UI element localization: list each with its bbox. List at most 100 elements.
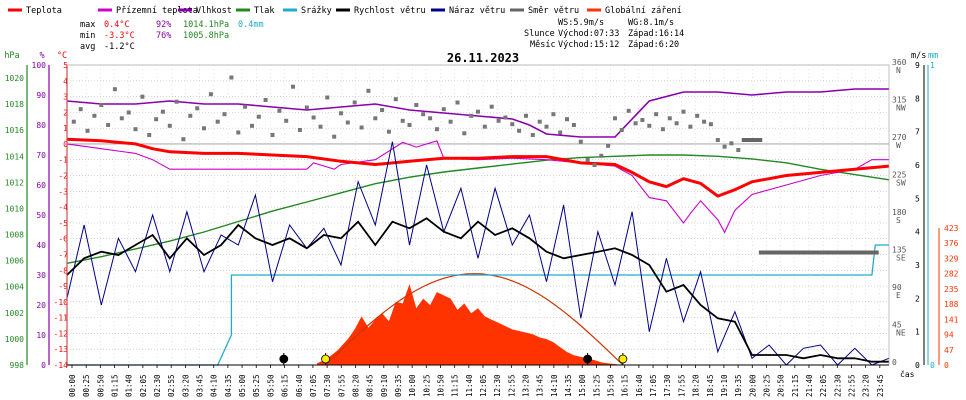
dir-point-36 [318,124,323,129]
dir-point-0 [71,119,76,124]
x-tick-13: 05:25 [252,374,261,397]
pct-tick-7: 30 [36,271,46,280]
x-tick-5: 02:05 [139,374,148,397]
x-axis: 00:00 00:25 00:50 01:15 01:40 02:05 02:30 02:55… [67,364,915,397]
dir-point-47 [393,97,398,102]
x-tick-21: 08:45 [366,374,375,397]
x-tick-15: 06:15 [281,374,290,397]
dir-point-27 [256,114,261,119]
legend-label-rain: Srážky [301,6,332,16]
x-tick-32: 13:20 [522,374,531,397]
x-tick-34: 14:10 [550,374,559,397]
legend-label-wind: Rychlost větru [354,6,426,16]
dir-point-51 [421,112,426,117]
hpa-tick-6: 1008 [5,231,24,240]
degc-tick-10: -5 [58,219,68,228]
dir-tick-7: 45 [892,321,902,330]
ms-tick-3: 6 [915,161,920,170]
stats-box: max 0.4°C 92% 1014.1hPa 0.4mm min -3.3°C… [80,18,684,52]
dir-point-89 [681,109,686,114]
dir-point-86 [660,127,665,132]
stats-moon-set: Západ:6:20 [628,40,679,50]
x-tick-41: 17:05 [649,374,658,397]
x-tick-40: 16:40 [635,374,644,397]
sunrise-marker [321,354,330,364]
mm-unit: mm [928,51,938,61]
wm2-tick-6: 141 [944,315,959,324]
x-tick-45: 18:45 [706,374,715,397]
hpa-tick-3: 1014 [5,152,24,161]
stats-min-label: min [80,31,95,41]
x-axis-label: čas [900,369,915,379]
dir-point-13 [160,109,165,114]
moonset-marker [279,354,289,364]
ms-tick-9: 0 [915,361,920,370]
stats-min-temp: -3.3°C [104,31,135,41]
dir-point-43 [366,88,371,93]
ms-tick-1: 8 [915,94,920,103]
dir-point-41 [352,100,357,105]
dir-point-8 [126,110,131,115]
pct-tick-9: 10 [36,331,46,340]
hpa-tick-11: 998 [10,361,25,370]
hpa-tick-7: 1006 [5,257,24,266]
x-tick-2: 00:50 [96,374,105,397]
dir-point-12 [154,117,159,122]
hpa-tick-8: 1004 [5,283,24,292]
dir-point-81 [626,108,631,113]
pct-tick-6: 40 [36,241,46,250]
degc-tick-8: -3 [58,187,68,196]
dir-point-26 [250,123,254,128]
mm-tick-1: 0 [930,361,935,370]
x-tick-25: 10:25 [422,374,431,397]
dir-point-76 [592,163,597,167]
x-tick-53: 22:05 [819,374,828,397]
degc-tick-16: -11 [54,314,69,323]
legend-label-temp: Teplota [26,6,62,16]
ms-tick-7: 2 [915,294,920,303]
series-temp [66,137,890,198]
dir-point-32 [291,84,295,89]
pct-tick-3: 70 [36,151,46,160]
x-tick-48: 20:00 [748,374,757,397]
dir-point-49 [407,123,412,127]
dir-point-67 [530,133,535,137]
x-tick-14: 05:50 [266,374,275,397]
legend-label-hum: Vlhkost [196,6,232,16]
ms-tick-0: 9 [915,61,920,70]
dir-point-5 [106,123,111,127]
hpa-tick-0: 1020 [5,74,24,83]
dir-point-2 [85,128,90,133]
x-tick-16: 06:40 [295,374,304,397]
x-tick-31: 12:55 [507,374,516,397]
pct-tick-10: 0 [41,361,46,370]
dir-point-80 [619,128,624,132]
dir-point-20 [208,92,213,97]
dir-tick-3: 225 [892,171,907,180]
dir-compass-2: W [896,141,901,150]
dir-compass-6: E [896,291,901,300]
dir-point-23 [229,75,234,80]
dir-point-17 [188,113,193,118]
dir-point-22 [222,112,227,117]
dir-point-75 [585,158,590,162]
dir-point-71 [558,130,563,135]
solar-area [317,284,622,365]
x-tick-38: 15:50 [607,374,616,397]
dir-point-33 [297,128,302,132]
ms-tick-4: 5 [915,194,920,203]
dir-point-57 [462,131,467,136]
x-tick-50: 20:50 [777,374,786,397]
degc-tick-17: -12 [54,329,69,338]
pct-tick-4: 60 [36,181,46,190]
x-tick-55: 22:55 [847,374,856,397]
dir-point-45 [380,108,385,112]
dir-point-48 [400,118,405,123]
x-tick-22: 09:10 [380,374,389,397]
degc-unit: °C [57,51,67,61]
wm2-tick-3: 282 [944,270,959,279]
wm2-tick-0: 423 [944,224,959,233]
x-tick-42: 17:30 [663,374,672,397]
